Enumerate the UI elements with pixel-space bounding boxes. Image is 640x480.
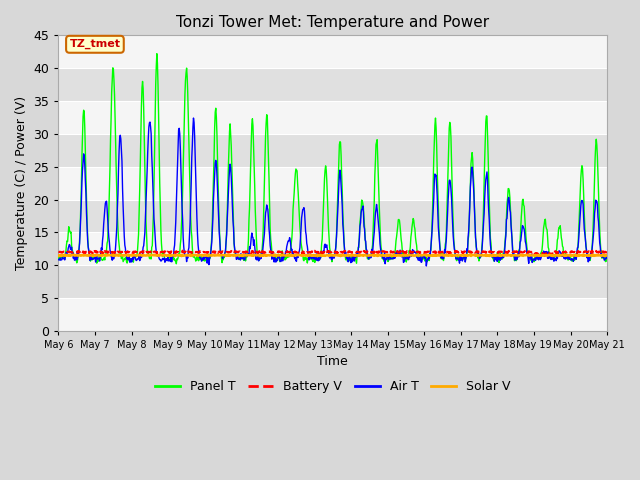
- X-axis label: Time: Time: [317, 355, 348, 369]
- Bar: [58, 200, 607, 232]
- Bar: [58, 101, 607, 134]
- Bar: [58, 232, 607, 265]
- Bar: [58, 36, 607, 68]
- Text: TZ_tmet: TZ_tmet: [69, 39, 120, 49]
- Bar: [58, 298, 607, 331]
- Bar: [58, 134, 607, 167]
- Bar: [58, 167, 607, 200]
- Legend: Panel T, Battery V, Air T, Solar V: Panel T, Battery V, Air T, Solar V: [150, 375, 515, 398]
- Bar: [58, 68, 607, 101]
- Bar: [58, 265, 607, 298]
- Y-axis label: Temperature (C) / Power (V): Temperature (C) / Power (V): [15, 96, 28, 270]
- Title: Tonzi Tower Met: Temperature and Power: Tonzi Tower Met: Temperature and Power: [176, 15, 490, 30]
